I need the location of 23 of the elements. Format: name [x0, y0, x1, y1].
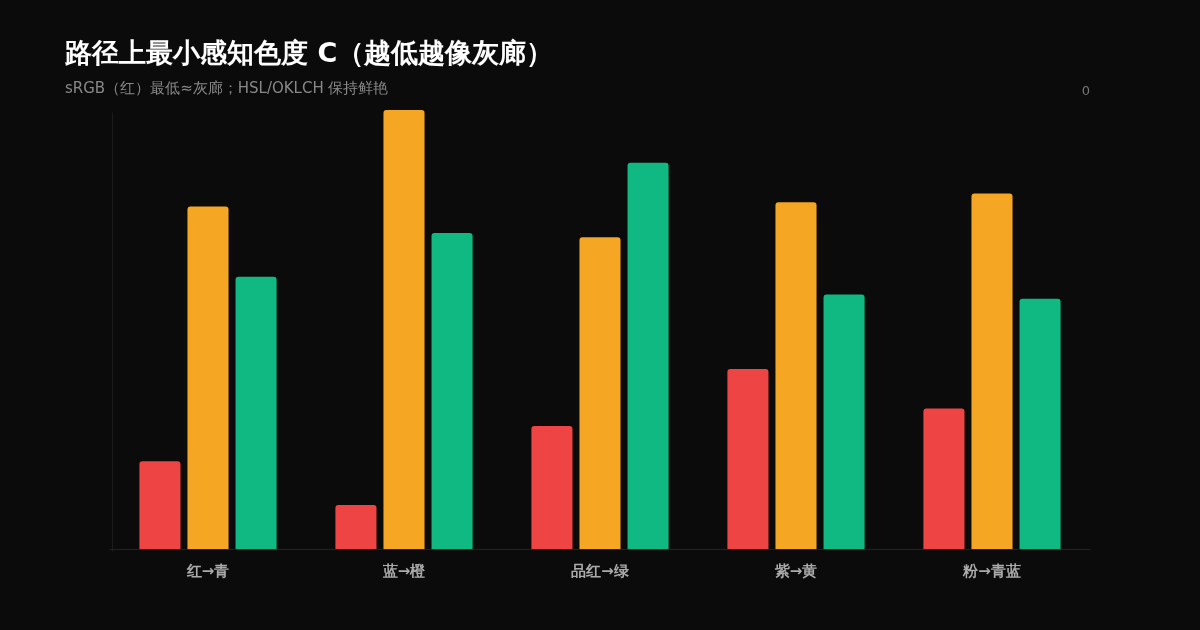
bar — [1019, 298, 1061, 549]
bar — [775, 202, 817, 549]
bar — [627, 162, 669, 549]
x-tick-label: 粉→青蓝 — [962, 561, 1021, 580]
bar — [187, 206, 229, 549]
bar — [579, 237, 621, 549]
bar — [971, 193, 1013, 549]
x-tick-label: 蓝→橙 — [381, 561, 427, 580]
bar — [139, 461, 181, 549]
x-tick-label: 紫→黄 — [773, 561, 818, 580]
bar — [531, 426, 573, 549]
x-tick-label: 红→青 — [185, 561, 230, 580]
text: 0 — [1081, 83, 1091, 98]
x-tick-label: 品红→绿 — [571, 561, 630, 580]
bar — [823, 294, 865, 549]
bar — [727, 369, 769, 549]
bar — [431, 232, 473, 549]
chart-subtitle: sRGB（红）最低≈灰廊；HSL/OKLCH 保持鲜艳 — [65, 78, 389, 97]
bar — [383, 110, 425, 549]
bar — [923, 408, 965, 549]
chart-title: 路径上最小感知色度 C（越低越像灰廊） — [64, 37, 554, 68]
bar — [235, 276, 277, 549]
bar — [335, 505, 377, 549]
